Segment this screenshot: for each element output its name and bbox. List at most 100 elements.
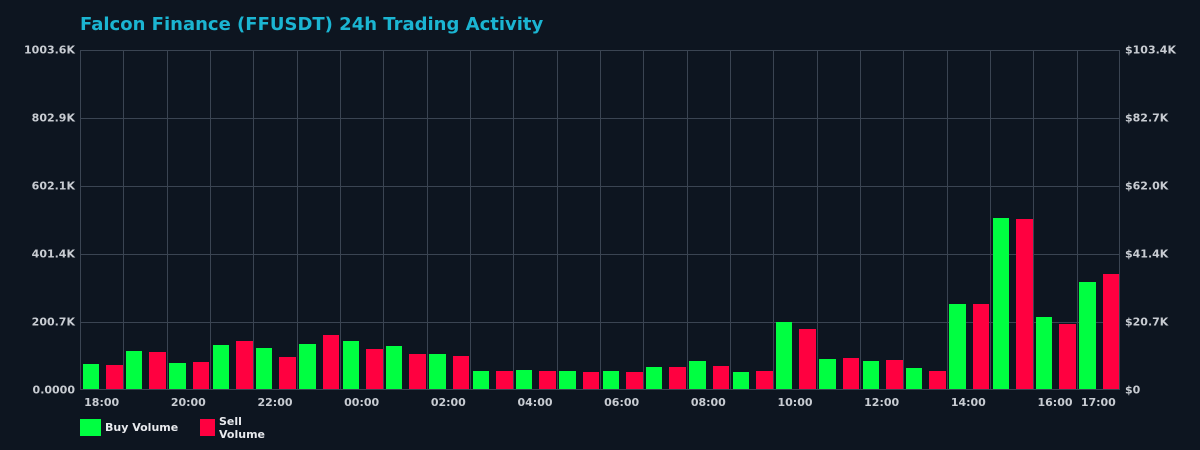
- v-gridline: [903, 51, 905, 389]
- sell-volume-bar[interactable]: [669, 367, 686, 389]
- v-gridline: [426, 51, 428, 389]
- buy-volume-bar[interactable]: [559, 371, 576, 389]
- v-gridline: [686, 51, 688, 389]
- v-gridline: [210, 51, 211, 389]
- buy-volume-bar[interactable]: [429, 354, 446, 389]
- v-gridline: [730, 51, 731, 389]
- buy-volume-bar[interactable]: [819, 358, 836, 389]
- v-gridline: [253, 51, 255, 389]
- buy-volume-bar[interactable]: [602, 371, 619, 389]
- sell-volume-bar[interactable]: [886, 360, 903, 389]
- buy-volume-bar[interactable]: [299, 344, 316, 389]
- buy-volume-bar[interactable]: [992, 217, 1009, 389]
- v-gridline: [816, 51, 818, 389]
- y-tick-right: $62.0K: [1125, 179, 1169, 193]
- x-tick-label: 16:00: [1037, 396, 1073, 409]
- sell-volume-bar[interactable]: [1102, 273, 1120, 389]
- buy-volume-bar[interactable]: [515, 370, 533, 389]
- buy-volume-bar[interactable]: [255, 348, 273, 389]
- sell-volume-bar[interactable]: [582, 372, 600, 389]
- x-tick-label: 04:00: [517, 396, 553, 409]
- buy-volume-bar[interactable]: [775, 322, 793, 389]
- sell-volume-bar[interactable]: [149, 352, 166, 389]
- legend-label-buy: Buy Volume: [105, 421, 179, 434]
- y-tick-right: $41.4K: [1125, 247, 1169, 261]
- buy-volume-bar[interactable]: [689, 360, 706, 389]
- buy-swatch: [80, 419, 101, 436]
- y-tick-right: $20.7K: [1125, 315, 1169, 329]
- buy-volume-bar[interactable]: [472, 371, 489, 389]
- sell-volume-bar[interactable]: [236, 341, 253, 389]
- buy-volume-bar[interactable]: [732, 372, 749, 389]
- sell-volume-bar[interactable]: [712, 366, 730, 389]
- v-gridline: [773, 51, 775, 389]
- buy-volume-bar[interactable]: [82, 364, 99, 389]
- sell-volume-bar[interactable]: [842, 358, 860, 389]
- v-gridline: [123, 51, 125, 389]
- v-gridline: [643, 51, 645, 389]
- x-tick-label: 17:00: [1080, 396, 1116, 409]
- buy-volume-bar[interactable]: [385, 346, 403, 389]
- sell-volume-bar[interactable]: [799, 329, 816, 389]
- plot-area: [80, 50, 1120, 390]
- v-gridline: [860, 51, 861, 389]
- sell-volume-bar[interactable]: [756, 371, 773, 389]
- y-tick-right: $82.7K: [1125, 111, 1169, 125]
- y-tick-right: $103.4K: [1125, 43, 1176, 57]
- sell-volume-bar[interactable]: [409, 354, 426, 389]
- legend-label-sell: Sell Volume: [219, 414, 265, 441]
- legend: Buy Volume Sell Volume: [80, 415, 265, 441]
- x-tick-label: 14:00: [950, 396, 986, 409]
- v-gridline: [1076, 51, 1078, 389]
- v-gridline: [166, 51, 168, 389]
- buy-volume-bar[interactable]: [212, 345, 229, 389]
- sell-volume-bar[interactable]: [192, 362, 210, 389]
- v-gridline: [513, 51, 515, 389]
- sell-swatch: [200, 419, 215, 436]
- y-tick-left: 802.9K: [31, 111, 75, 125]
- sell-volume-bar[interactable]: [279, 357, 296, 389]
- buy-volume-bar[interactable]: [342, 341, 359, 389]
- sell-volume-bar[interactable]: [106, 365, 123, 389]
- v-gridline: [556, 51, 558, 389]
- y-tick-left: 602.1K: [31, 179, 75, 193]
- v-gridline: [470, 51, 471, 389]
- legend-item-buy[interactable]: Buy Volume: [80, 419, 178, 436]
- sell-volume-bar[interactable]: [972, 304, 990, 389]
- v-gridline: [383, 51, 385, 389]
- sell-volume-bar[interactable]: [929, 371, 946, 389]
- x-tick-label: 22:00: [257, 396, 293, 409]
- v-gridline: [296, 51, 298, 389]
- y-tick-left: 200.7K: [31, 315, 75, 329]
- buy-volume-bar[interactable]: [1035, 317, 1053, 389]
- sell-volume-bar[interactable]: [1016, 219, 1033, 389]
- sell-volume-bar[interactable]: [539, 371, 556, 389]
- x-tick-label: 00:00: [344, 396, 380, 409]
- x-tick-label: 08:00: [690, 396, 726, 409]
- buy-volume-bar[interactable]: [645, 367, 663, 389]
- sell-volume-bar[interactable]: [322, 335, 340, 389]
- x-tick-label: 20:00: [170, 396, 206, 409]
- legend-item-sell[interactable]: Sell Volume: [200, 415, 271, 441]
- sell-volume-bar[interactable]: [626, 372, 643, 389]
- buy-volume-bar[interactable]: [949, 304, 966, 389]
- sell-volume-bar[interactable]: [366, 349, 383, 389]
- y-tick-left: 401.4K: [31, 247, 75, 261]
- v-gridline: [946, 51, 948, 389]
- sell-volume-bar[interactable]: [496, 371, 513, 389]
- sell-volume-bar[interactable]: [452, 356, 470, 389]
- buy-volume-bar[interactable]: [169, 363, 186, 389]
- y-tick-right: $0: [1125, 383, 1141, 397]
- v-gridline: [1033, 51, 1035, 389]
- sell-volume-bar[interactable]: [1059, 324, 1076, 389]
- buy-volume-bar[interactable]: [1079, 282, 1096, 389]
- v-gridline: [990, 51, 991, 389]
- buy-volume-bar[interactable]: [905, 368, 923, 389]
- v-gridline: [340, 51, 341, 389]
- x-tick-label: 06:00: [604, 396, 640, 409]
- x-tick-label: 02:00: [430, 396, 466, 409]
- buy-volume-bar[interactable]: [125, 351, 143, 389]
- buy-volume-bar[interactable]: [862, 360, 879, 389]
- v-gridline: [600, 51, 601, 389]
